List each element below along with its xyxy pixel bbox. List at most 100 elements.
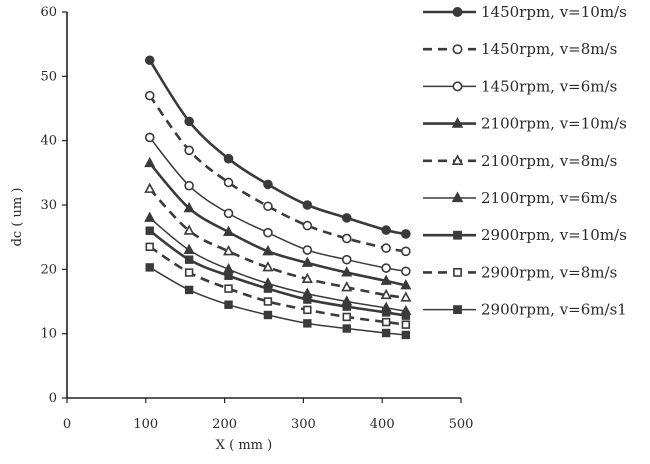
data-point xyxy=(145,226,154,235)
legend-label: 2100rpm, v=10m/s xyxy=(481,115,627,133)
data-point xyxy=(342,302,351,311)
data-point xyxy=(401,266,411,277)
data-point xyxy=(144,90,155,101)
data-point xyxy=(381,317,391,327)
series-9 xyxy=(145,263,411,340)
legend-item-7: 2900rpm, v=10m/s xyxy=(423,226,627,244)
series-7 xyxy=(145,226,411,320)
legend-marker xyxy=(453,267,462,277)
legend-item-1: 1450rpm, v=10m/s xyxy=(423,3,627,21)
data-point xyxy=(341,254,352,265)
data-point xyxy=(381,308,391,317)
data-point xyxy=(341,233,352,244)
series-2 xyxy=(144,90,411,257)
y-axis-title: dc ( um ) xyxy=(10,188,25,247)
series-1 xyxy=(144,55,411,239)
data-point xyxy=(303,305,312,315)
series-layer xyxy=(144,55,412,340)
data-point xyxy=(341,213,352,223)
legend-label: 1450rpm, v=10m/s xyxy=(481,3,627,21)
data-point xyxy=(183,243,195,255)
y-tick-label: 0 xyxy=(49,391,57,406)
data-point xyxy=(263,284,273,293)
data-point xyxy=(144,156,156,168)
data-point xyxy=(380,274,392,285)
y-tick-label: 60 xyxy=(40,5,57,20)
data-point xyxy=(381,328,391,338)
data-point xyxy=(183,224,195,235)
y-tick-label: 10 xyxy=(40,327,57,342)
data-point xyxy=(223,177,234,188)
series-8 xyxy=(145,242,411,329)
data-point xyxy=(401,311,411,320)
legend-label: 2900rpm, v=6m/s1 xyxy=(481,301,627,319)
legend-marker xyxy=(452,81,463,92)
legend-label: 2900rpm, v=8m/s xyxy=(481,263,617,281)
data-point xyxy=(144,211,156,222)
legend-marker xyxy=(452,7,463,17)
x-tick-label: 400 xyxy=(370,417,395,432)
data-point xyxy=(400,291,412,302)
data-point xyxy=(184,255,194,264)
data-point xyxy=(184,116,194,127)
y-tick-label: 50 xyxy=(40,69,57,84)
axes: 0 10 20 30 40 50 60 0 100 200 300 400 500 X ( mm ) dc … xyxy=(10,5,473,453)
data-point xyxy=(145,242,154,252)
x-axis-title: X ( mm ) xyxy=(216,438,272,453)
legend-item-6: 2100rpm, v=6m/s xyxy=(423,189,617,207)
data-point xyxy=(184,285,194,295)
data-point xyxy=(263,297,273,306)
data-point xyxy=(401,330,411,340)
data-point xyxy=(223,263,235,274)
legend-marker xyxy=(452,44,463,55)
legend-label: 2100rpm, v=6m/s xyxy=(481,189,617,207)
data-point xyxy=(223,153,234,164)
data-point xyxy=(401,320,411,329)
legend-marker xyxy=(451,154,464,165)
legend-item-5: 2100rpm, v=8m/s xyxy=(423,152,617,170)
legend-item-9: 2900rpm, v=6m/s1 xyxy=(423,301,627,319)
legend-marker xyxy=(451,191,464,203)
data-point xyxy=(262,261,274,272)
x-tick-label: 100 xyxy=(133,417,158,432)
data-point xyxy=(301,272,313,283)
data-point xyxy=(144,55,155,66)
y-tick-label: 30 xyxy=(40,198,57,213)
data-point xyxy=(224,284,233,293)
data-point xyxy=(262,245,274,256)
data-point xyxy=(303,295,312,304)
data-point xyxy=(144,182,156,193)
legend-item-3: 1450rpm, v=6m/s xyxy=(423,77,617,95)
data-point xyxy=(223,245,235,256)
data-point xyxy=(224,271,233,280)
data-point xyxy=(145,263,154,272)
data-point xyxy=(381,263,391,273)
x-tick-label: 200 xyxy=(212,417,237,432)
data-point xyxy=(223,208,234,219)
legend-item-2: 1450rpm, v=8m/s xyxy=(423,40,617,58)
data-point xyxy=(263,179,273,190)
data-point xyxy=(302,245,313,255)
data-point xyxy=(224,300,233,309)
data-point xyxy=(341,266,353,277)
series-3 xyxy=(144,132,411,277)
data-point xyxy=(381,225,391,235)
data-point xyxy=(301,256,313,267)
data-point xyxy=(303,319,312,328)
legend-label: 1450rpm, v=8m/s xyxy=(481,40,617,58)
legend-marker xyxy=(453,305,462,314)
x-tick-label: 500 xyxy=(449,417,474,432)
legend-marker xyxy=(451,117,464,128)
data-point xyxy=(263,201,273,212)
data-point xyxy=(380,288,392,300)
data-point xyxy=(184,268,194,277)
data-point xyxy=(263,310,273,320)
data-point xyxy=(342,324,351,333)
legend-label: 2100rpm, v=8m/s xyxy=(481,152,617,170)
legend-label: 2900rpm, v=10m/s xyxy=(481,226,627,244)
data-point xyxy=(223,225,235,237)
data-point xyxy=(144,132,155,143)
data-point xyxy=(302,220,313,231)
legend: 1450rpm, v=10m/s 1450rpm, v=8m/s 1450rpm, … xyxy=(423,3,627,319)
data-point xyxy=(400,279,412,290)
